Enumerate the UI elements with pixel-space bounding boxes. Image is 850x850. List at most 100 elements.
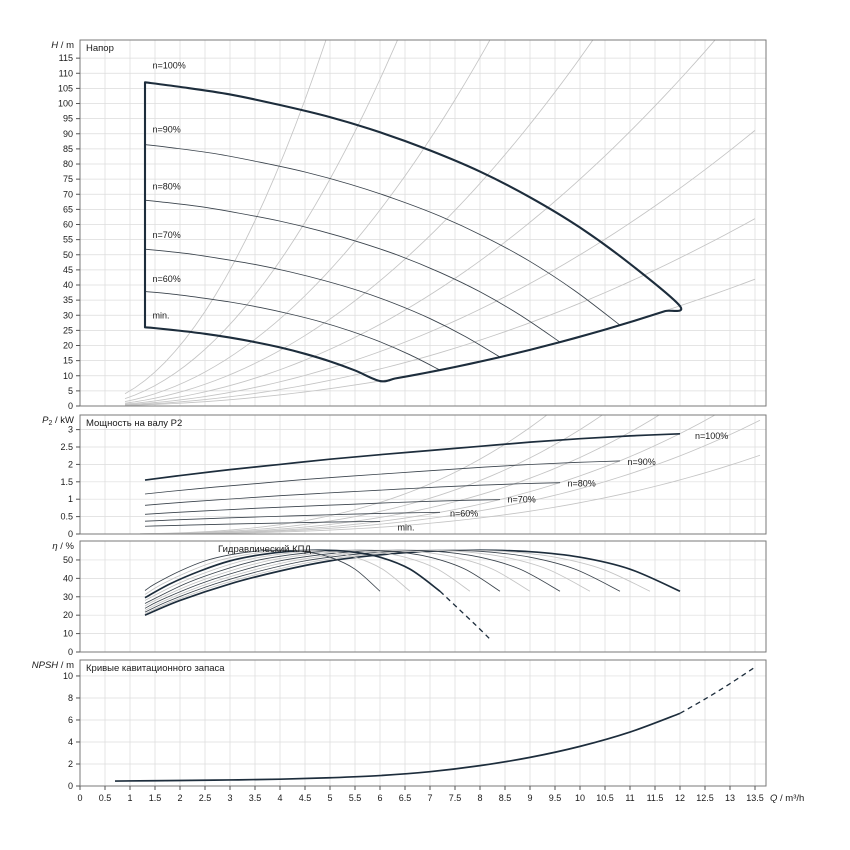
y-tick-label: 55 — [63, 235, 73, 245]
x-tick-label: 0.5 — [99, 793, 112, 803]
panel-title-power: Мощность на валу P2 — [86, 418, 182, 429]
curve-label: n=60% — [153, 274, 181, 284]
y-tick-label: 20 — [63, 610, 73, 620]
x-tick-label: 1.5 — [149, 793, 162, 803]
panel-title-efficiency: Гидравлический КПД — [218, 544, 311, 555]
axis-label-power: P2 / kW — [42, 415, 74, 427]
y-tick-label: 0 — [68, 781, 73, 791]
affinity-line — [124, 218, 756, 406]
affinity-line — [124, 278, 756, 406]
x-tick-label: 12 — [675, 793, 685, 803]
affinity-line — [139, 415, 548, 534]
curve-head-n=80% — [144, 199, 561, 343]
curve-label: n=60% — [450, 509, 478, 519]
x-tick-label: 12.5 — [696, 793, 714, 803]
x-tick-label: 7.5 — [449, 793, 462, 803]
affinity-line — [124, 40, 327, 395]
panel-border — [79, 39, 767, 407]
x-tick-label: 11.5 — [647, 793, 664, 803]
y-tick-label: 8 — [68, 693, 73, 703]
curve-efficiency-n=55% — [144, 549, 411, 595]
curve-npsh-extrapolation — [679, 666, 756, 714]
y-tick-label: 1.5 — [60, 477, 73, 487]
y-tick-label: 25 — [63, 325, 73, 335]
x-tick-label: 5.5 — [349, 793, 362, 803]
curve-efficiency-n=80% — [144, 549, 561, 609]
y-tick-label: 4 — [68, 737, 73, 747]
panel-plot-area — [80, 415, 766, 534]
affinity-line — [139, 454, 761, 534]
curve-head-n=90% — [144, 144, 621, 326]
curve-label: n=90% — [628, 457, 656, 467]
x-tick-label: 6 — [377, 793, 382, 803]
x-tick-label: 13 — [725, 793, 735, 803]
y-tick-label: 80 — [63, 159, 73, 169]
x-tick-label: 6.5 — [399, 793, 412, 803]
affinity-line — [124, 40, 398, 400]
y-tick-label: 5 — [68, 386, 73, 396]
curve-head-n=70% — [144, 248, 501, 358]
x-axis: 0 0.5 1 1.5 2 2.5 3 3.5 4 4.5 5 5.5 6 6.5 7 7.5 8 8.5 9 9.5… — [77, 786, 804, 804]
x-tick-label: 13.5 — [746, 793, 764, 803]
x-tick-label: 11 — [625, 793, 634, 803]
y-tick-label: 35 — [63, 295, 73, 305]
curve-head-n=60% — [144, 291, 441, 371]
y-tick-label: 3 — [68, 425, 73, 435]
x-tick-label: 10.5 — [596, 793, 614, 803]
x-tick-label: 8 — [477, 793, 482, 803]
y-tick-label: 1 — [68, 494, 73, 504]
curve-n60-extrapolation — [439, 590, 491, 640]
y-tick-label: 40 — [63, 573, 73, 583]
x-tick-label: 8.5 — [499, 793, 512, 803]
y-tick-label: 40 — [63, 280, 73, 290]
x-tick-label: 2.5 — [199, 793, 212, 803]
y-tick-label: 60 — [63, 220, 73, 230]
y-tick-label: 0 — [68, 529, 73, 539]
y-tick-label: 50 — [63, 555, 73, 565]
axis-label-efficiency: η / % — [52, 541, 74, 552]
panel-border — [79, 414, 767, 535]
curve-power-n=90% — [144, 460, 621, 495]
x-tick-label: 7 — [427, 793, 432, 803]
x-tick-label: 0 — [77, 793, 82, 803]
x-tick-label: 10 — [575, 793, 585, 803]
curve-efficiency-n=95% — [144, 549, 651, 615]
curve-label: n=80% — [568, 479, 596, 489]
panel-power: 0 0.5 1 1.5 2 2.5 3P2 / kW Мощность на валу P2 n… — [42, 414, 767, 539]
affinity-line — [139, 415, 716, 534]
axis-label-npsh: NPSH / m — [32, 660, 74, 671]
y-tick-label: 110 — [59, 68, 73, 78]
curve-label: min. — [398, 523, 415, 533]
y-tick-label: 50 — [63, 250, 73, 260]
y-tick-label: 10 — [63, 671, 73, 681]
y-tick-label: 0.5 — [60, 512, 73, 522]
y-tick-label: 45 — [63, 265, 73, 275]
curve-efficiency-n=75% — [144, 549, 531, 607]
affinity-line — [124, 40, 594, 404]
curve-power-n=100% — [144, 432, 681, 481]
curve-power-min — [144, 521, 381, 527]
y-tick-label: 100 — [58, 99, 73, 109]
gridlines — [80, 40, 766, 406]
y-tick-label: 30 — [63, 592, 73, 602]
affinity-line — [124, 130, 756, 406]
affinity-line — [139, 419, 761, 534]
y-tick-label: 2 — [68, 759, 73, 769]
curve-efficiency-min — [144, 549, 381, 592]
panel-title-head: Напор — [86, 43, 114, 54]
curve-label: min. — [153, 310, 170, 320]
x-tick-label: 2 — [177, 793, 182, 803]
x-tick-label: 4 — [277, 793, 282, 803]
y-tick-label: 0 — [68, 647, 73, 657]
x-tick-label: 9 — [527, 793, 532, 803]
gridlines — [80, 660, 766, 786]
curve-label: n=90% — [153, 124, 181, 134]
curve-label: n=100% — [153, 61, 186, 71]
y-tick-label: 10 — [63, 629, 73, 639]
axis-label-head: H / m — [51, 40, 74, 51]
x-tick-label: 3.5 — [249, 793, 262, 803]
curve-efficiency-n=90% — [144, 549, 621, 613]
